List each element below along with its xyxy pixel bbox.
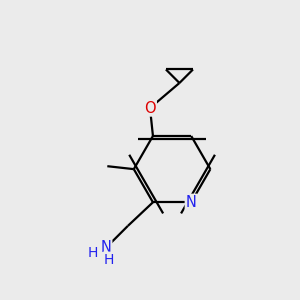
Text: H: H <box>87 246 98 260</box>
Text: O: O <box>144 100 156 116</box>
Text: N: N <box>100 240 111 255</box>
Text: H: H <box>103 253 114 267</box>
Text: N: N <box>186 195 197 210</box>
